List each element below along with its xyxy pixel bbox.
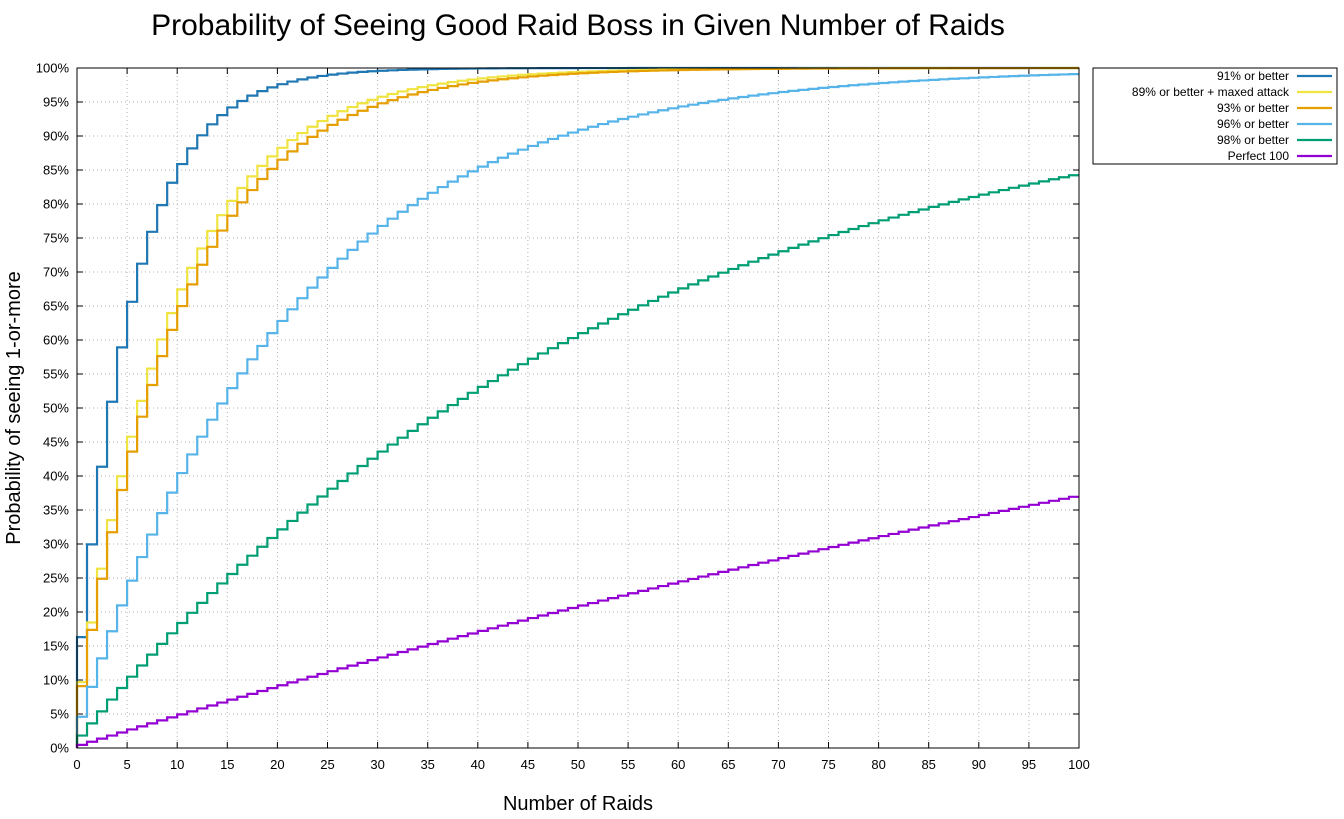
y-axis-label: Probability of seeing 1-or-more (3, 271, 25, 544)
x-tick-label: 60 (671, 757, 685, 772)
chart-title: Probability of Seeing Good Raid Boss in … (151, 9, 1005, 42)
x-tick-label: 75 (821, 757, 835, 772)
y-tick-label: 70% (43, 265, 69, 280)
y-tick-label: 75% (43, 231, 69, 246)
x-tick-label: 20 (270, 757, 284, 772)
y-tick-label: 100% (36, 61, 70, 76)
y-tick-label: 40% (43, 469, 69, 484)
y-tick-label: 55% (43, 367, 69, 382)
series-line (75, 174, 1079, 748)
y-tick-label: 25% (43, 571, 69, 586)
y-tick-label: 65% (43, 299, 69, 314)
y-tick-label: 35% (43, 503, 69, 518)
x-tick-label: 50 (571, 757, 585, 772)
x-tick-label: 95 (1022, 757, 1036, 772)
legend-label: 93% or better (1217, 101, 1289, 115)
x-tick-label: 100 (1068, 757, 1090, 772)
y-tick-label: 0% (50, 741, 69, 756)
legend-label: 91% or better (1217, 69, 1289, 83)
legend: 91% or better 89% or better + maxed attac… (1092, 67, 1338, 165)
x-tick-label: 90 (972, 757, 986, 772)
legend-label: 89% or better + maxed attack (1132, 85, 1290, 99)
x-tick-label: 15 (220, 757, 234, 772)
series-line (75, 73, 1079, 748)
legend-label: Perfect 100 (1228, 149, 1290, 163)
y-tick-label: 15% (43, 639, 69, 654)
y-tick-label: 80% (43, 197, 69, 212)
x-tick-label: 30 (370, 757, 384, 772)
x-tick-label: 65 (721, 757, 735, 772)
axis-ticks: 0 5 10 15 20 25 30 35 40 45 50 55 60 65 70 75 80 85 90 95 10… (36, 61, 1090, 773)
y-tick-label: 30% (43, 537, 69, 552)
x-tick-label: 80 (871, 757, 885, 772)
x-tick-label: 40 (471, 757, 485, 772)
legend-label: 96% or better (1217, 117, 1289, 131)
legend-label: 98% or better (1217, 133, 1289, 147)
y-tick-label: 45% (43, 435, 69, 450)
grid (77, 68, 1079, 748)
x-tick-label: 55 (621, 757, 635, 772)
series-line (75, 495, 1079, 748)
y-tick-label: 85% (43, 163, 69, 178)
legend-box (1092, 67, 1338, 165)
x-tick-label: 0 (73, 757, 80, 772)
x-tick-label: 10 (170, 757, 184, 772)
x-tick-label: 85 (921, 757, 935, 772)
y-tick-label: 5% (50, 707, 69, 722)
x-tick-label: 25 (320, 757, 334, 772)
x-axis-label: Number of Raids (503, 793, 653, 814)
y-tick-label: 10% (43, 673, 69, 688)
x-tick-label: 5 (123, 757, 130, 772)
y-tick-label: 50% (43, 401, 69, 416)
x-tick-label: 45 (521, 757, 535, 772)
y-tick-label: 95% (43, 95, 69, 110)
y-tick-label: 20% (43, 605, 69, 620)
plot-frame (76, 67, 1080, 749)
x-tick-label: 35 (420, 757, 434, 772)
x-tick-label: 70 (771, 757, 785, 772)
y-tick-label: 60% (43, 333, 69, 348)
y-tick-label: 90% (43, 129, 69, 144)
